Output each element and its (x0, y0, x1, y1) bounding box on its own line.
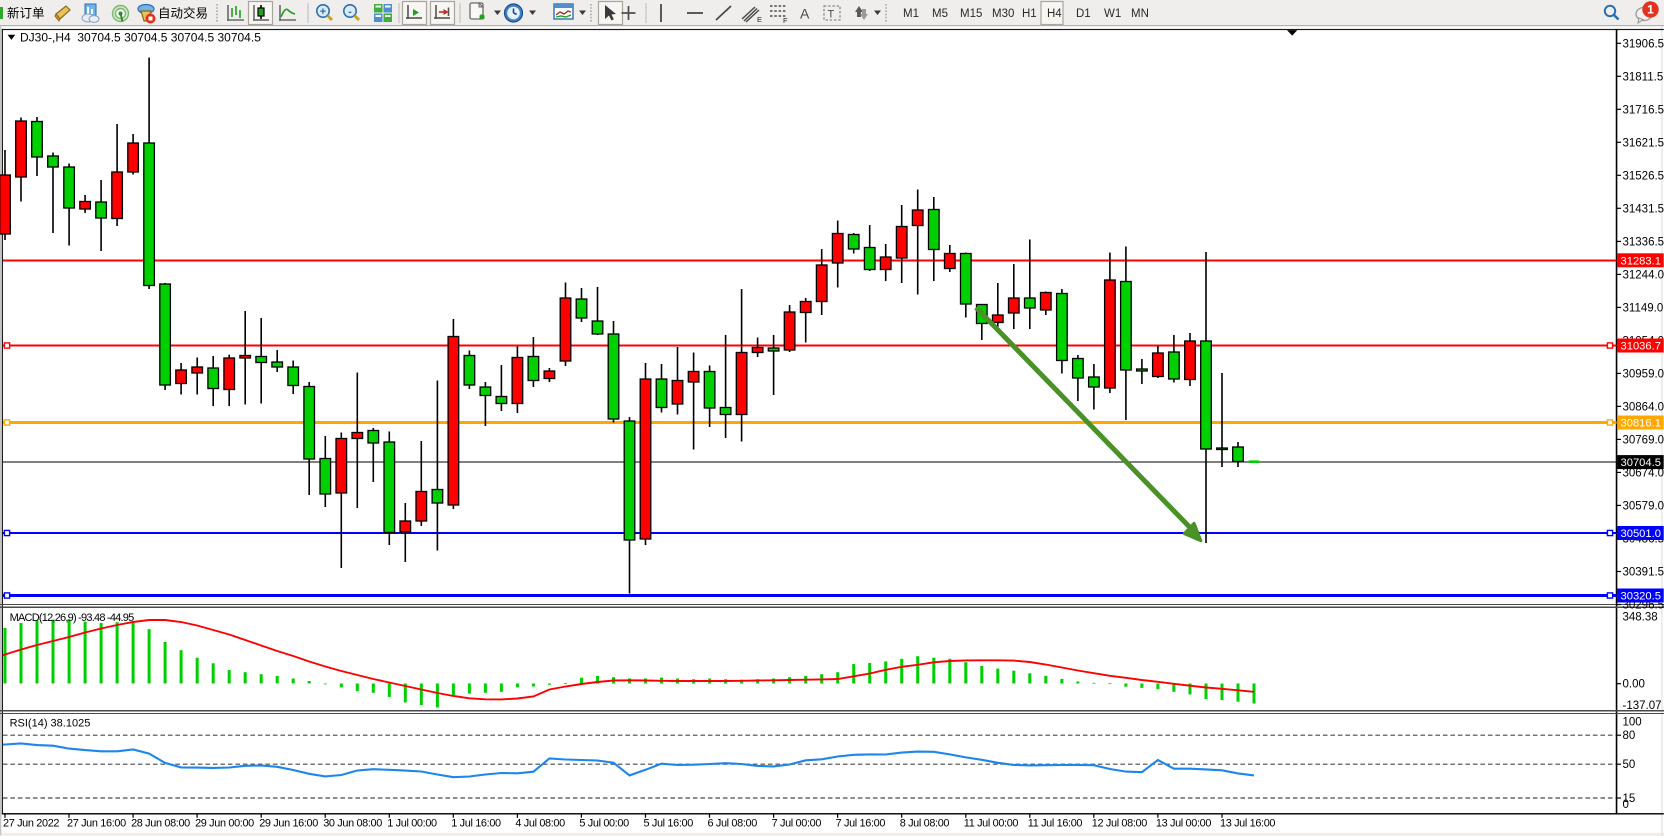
svg-text:15: 15 (1623, 793, 1636, 805)
svg-text:28 Jun 08:00: 28 Jun 08:00 (131, 817, 190, 829)
svg-text:30579.0: 30579.0 (1623, 500, 1664, 512)
svg-text:31906.5: 31906.5 (1623, 38, 1664, 50)
svg-text:-: - (348, 6, 352, 18)
svg-text:27 Jun 2022: 27 Jun 2022 (3, 817, 59, 829)
svg-text:12 Jul 08:00: 12 Jul 08:00 (1092, 817, 1147, 829)
svg-text:RSI(14) 38.1025: RSI(14) 38.1025 (10, 718, 91, 730)
svg-text:自动交易: 自动交易 (158, 6, 208, 21)
svg-text:100: 100 (1623, 717, 1642, 729)
svg-text:31526.5: 31526.5 (1623, 170, 1664, 182)
svg-text:0.00: 0.00 (1623, 679, 1645, 691)
svg-text:30501.0: 30501.0 (1621, 528, 1661, 540)
svg-text:31036.7: 31036.7 (1621, 341, 1661, 353)
svg-text:30816.1: 30816.1 (1621, 418, 1661, 430)
svg-text:31149.0: 31149.0 (1623, 302, 1664, 314)
svg-text:M1: M1 (903, 8, 919, 20)
svg-text:30674.0: 30674.0 (1623, 467, 1664, 479)
svg-text:D1: D1 (1076, 8, 1091, 20)
svg-text:-137.07: -137.07 (1623, 700, 1662, 712)
svg-text:50: 50 (1623, 759, 1636, 771)
svg-text:29 Jun 00:00: 29 Jun 00:00 (195, 817, 254, 829)
svg-text:DJ30-,H4 30704.5 30704.5 3070: DJ30-,H4 30704.5 30704.5 30704.5 30704.5 (20, 31, 261, 45)
svg-text:31283.1: 31283.1 (1621, 255, 1661, 267)
svg-text:348.38: 348.38 (1623, 612, 1658, 624)
svg-text:13 Jul 00:00: 13 Jul 00:00 (1156, 817, 1211, 829)
svg-text:31336.5: 31336.5 (1623, 236, 1664, 248)
svg-text:H4: H4 (1047, 8, 1062, 20)
svg-text:7 Jul 16:00: 7 Jul 16:00 (836, 817, 886, 829)
svg-text:31621.5: 31621.5 (1623, 137, 1664, 149)
svg-text:M15: M15 (960, 8, 982, 20)
svg-text:31244.0: 31244.0 (1623, 269, 1664, 281)
svg-text:A: A (800, 6, 810, 22)
svg-text:27 Jun 16:00: 27 Jun 16:00 (67, 817, 126, 829)
svg-text:13 Jul 16:00: 13 Jul 16:00 (1220, 817, 1275, 829)
svg-text:1: 1 (1647, 3, 1654, 17)
svg-text:E: E (757, 15, 762, 24)
svg-text:T: T (828, 9, 835, 21)
svg-text:31716.5: 31716.5 (1623, 104, 1664, 116)
svg-text:31811.5: 31811.5 (1623, 71, 1664, 83)
svg-text:1 Jul 16:00: 1 Jul 16:00 (451, 817, 501, 829)
svg-text:MACD(12,26,9) -93.48 -44.95: MACD(12,26,9) -93.48 -44.95 (10, 612, 135, 624)
svg-text:11 Jul 16:00: 11 Jul 16:00 (1028, 817, 1083, 829)
svg-text:29 Jun 16:00: 29 Jun 16:00 (259, 817, 318, 829)
svg-text:30864.0: 30864.0 (1623, 401, 1664, 413)
svg-text:新订单: 新订单 (7, 6, 45, 21)
svg-text:7 Jul 00:00: 7 Jul 00:00 (772, 817, 822, 829)
svg-text:5 Jul 16:00: 5 Jul 16:00 (644, 817, 694, 829)
svg-text:5 Jul 00:00: 5 Jul 00:00 (579, 817, 629, 829)
svg-text:8 Jul 08:00: 8 Jul 08:00 (900, 817, 950, 829)
svg-text:MN: MN (1131, 8, 1149, 20)
svg-text:1 Jul 00:00: 1 Jul 00:00 (387, 817, 437, 829)
svg-text:6 Jul 08:00: 6 Jul 08:00 (708, 817, 758, 829)
svg-text:30 Jun 08:00: 30 Jun 08:00 (323, 817, 382, 829)
svg-text:F: F (783, 16, 788, 25)
svg-text:11 Jul 00:00: 11 Jul 00:00 (964, 817, 1019, 829)
svg-text:M30: M30 (992, 8, 1014, 20)
svg-text:30391.5: 30391.5 (1623, 567, 1664, 579)
svg-text:80: 80 (1623, 730, 1636, 742)
svg-text:30704.5: 30704.5 (1621, 457, 1661, 469)
svg-text:0: 0 (1623, 799, 1629, 811)
svg-text:M5: M5 (932, 8, 948, 20)
svg-text:+: + (320, 6, 326, 18)
svg-text:W1: W1 (1104, 8, 1121, 20)
svg-text:30959.0: 30959.0 (1623, 368, 1664, 380)
svg-text:31431.5: 31431.5 (1623, 203, 1664, 215)
svg-text:30769.0: 30769.0 (1623, 434, 1664, 446)
svg-text:H1: H1 (1022, 8, 1037, 20)
svg-text:4 Jul 08:00: 4 Jul 08:00 (515, 817, 565, 829)
svg-text:30320.5: 30320.5 (1621, 591, 1661, 603)
